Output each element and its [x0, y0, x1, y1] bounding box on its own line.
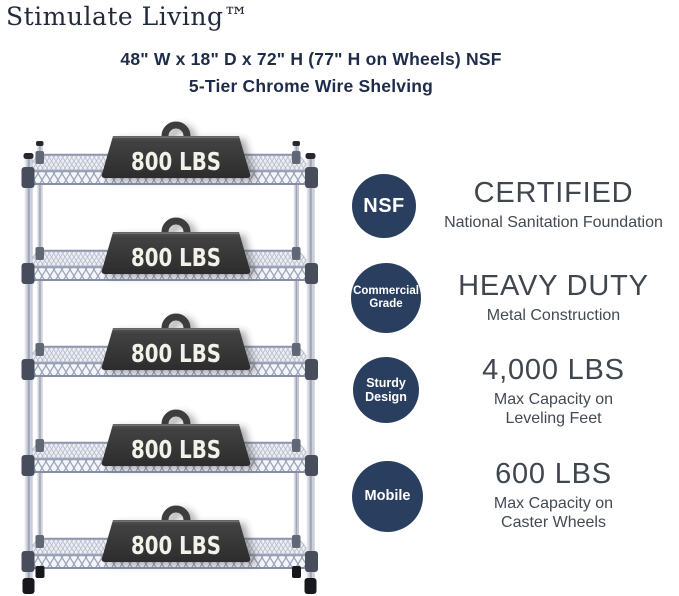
- badge-label: Sturdy: [366, 376, 406, 390]
- badge-label: Design: [365, 390, 407, 404]
- feature-text: 600 LBS Max Capacity on Caster Wheels: [428, 458, 679, 532]
- commercial-grade-badge: Commercial Grade: [351, 263, 421, 333]
- feature-heading: 4,000 LBS: [482, 354, 625, 386]
- sturdy-design-badge: Sturdy Design: [353, 357, 419, 423]
- weight-plate: 800 LBS: [102, 125, 251, 178]
- feature-subtext: Metal Construction: [486, 307, 621, 324]
- mobile-badge: Mobile: [352, 461, 423, 532]
- weight-plate: 800 LBS: [102, 317, 251, 370]
- feature-text: HEAVY DUTY Metal Construction: [428, 270, 679, 325]
- title-line-2: 5-Tier Chrome Wire Shelving: [188, 76, 434, 96]
- shelving-unit-image: 800 LBS 800 LBS 800 LBS 800 LBS 800 LBS: [20, 116, 320, 594]
- feature-subtext: Max Capacity on Caster Wheels: [493, 495, 614, 531]
- plate-capacity-label: 800 LBS: [131, 339, 221, 368]
- feature-heading: 600 LBS: [495, 458, 612, 490]
- badge-label: Mobile: [364, 488, 411, 505]
- feature-text: 4,000 LBS Max Capacity on Leveling Feet: [428, 354, 679, 428]
- feature-subtext: Max Capacity on Leveling Feet: [493, 391, 614, 427]
- weight-plate: 800 LBS: [102, 413, 251, 466]
- brand-logo: Stimulate Living™: [6, 2, 249, 31]
- badge-label: NSF: [363, 194, 405, 217]
- plate-capacity-label: 800 LBS: [131, 531, 221, 560]
- title-line-1: 48" W x 18" D x 72" H (77" H on Wheels) …: [120, 49, 502, 69]
- badge-label: Grade: [369, 298, 403, 310]
- feature-text: CERTIFIED National Sanitation Foundation: [428, 177, 679, 232]
- product-title: 48" W x 18" D x 72" H (77" H on Wheels) …: [0, 46, 622, 100]
- weight-plate: 800 LBS: [102, 509, 251, 562]
- weight-plate: 800 LBS: [102, 221, 251, 274]
- feature-subtext: National Sanitation Foundation: [444, 214, 663, 231]
- feature-heading: CERTIFIED: [473, 177, 634, 209]
- plate-capacity-label: 800 LBS: [131, 243, 221, 272]
- leveling-feet: [22, 566, 317, 594]
- feature-heading: HEAVY DUTY: [458, 270, 649, 302]
- badge-label: Commercial: [353, 285, 419, 298]
- plate-capacity-label: 800 LBS: [131, 435, 221, 464]
- nsf-badge: NSF: [352, 174, 416, 238]
- plate-capacity-label: 800 LBS: [131, 147, 221, 176]
